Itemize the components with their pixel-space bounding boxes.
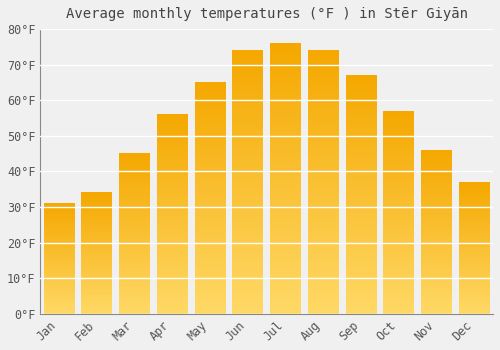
Title: Average monthly temperatures (°F ) in Stēr Giyān: Average monthly temperatures (°F ) in St… <box>66 7 468 21</box>
